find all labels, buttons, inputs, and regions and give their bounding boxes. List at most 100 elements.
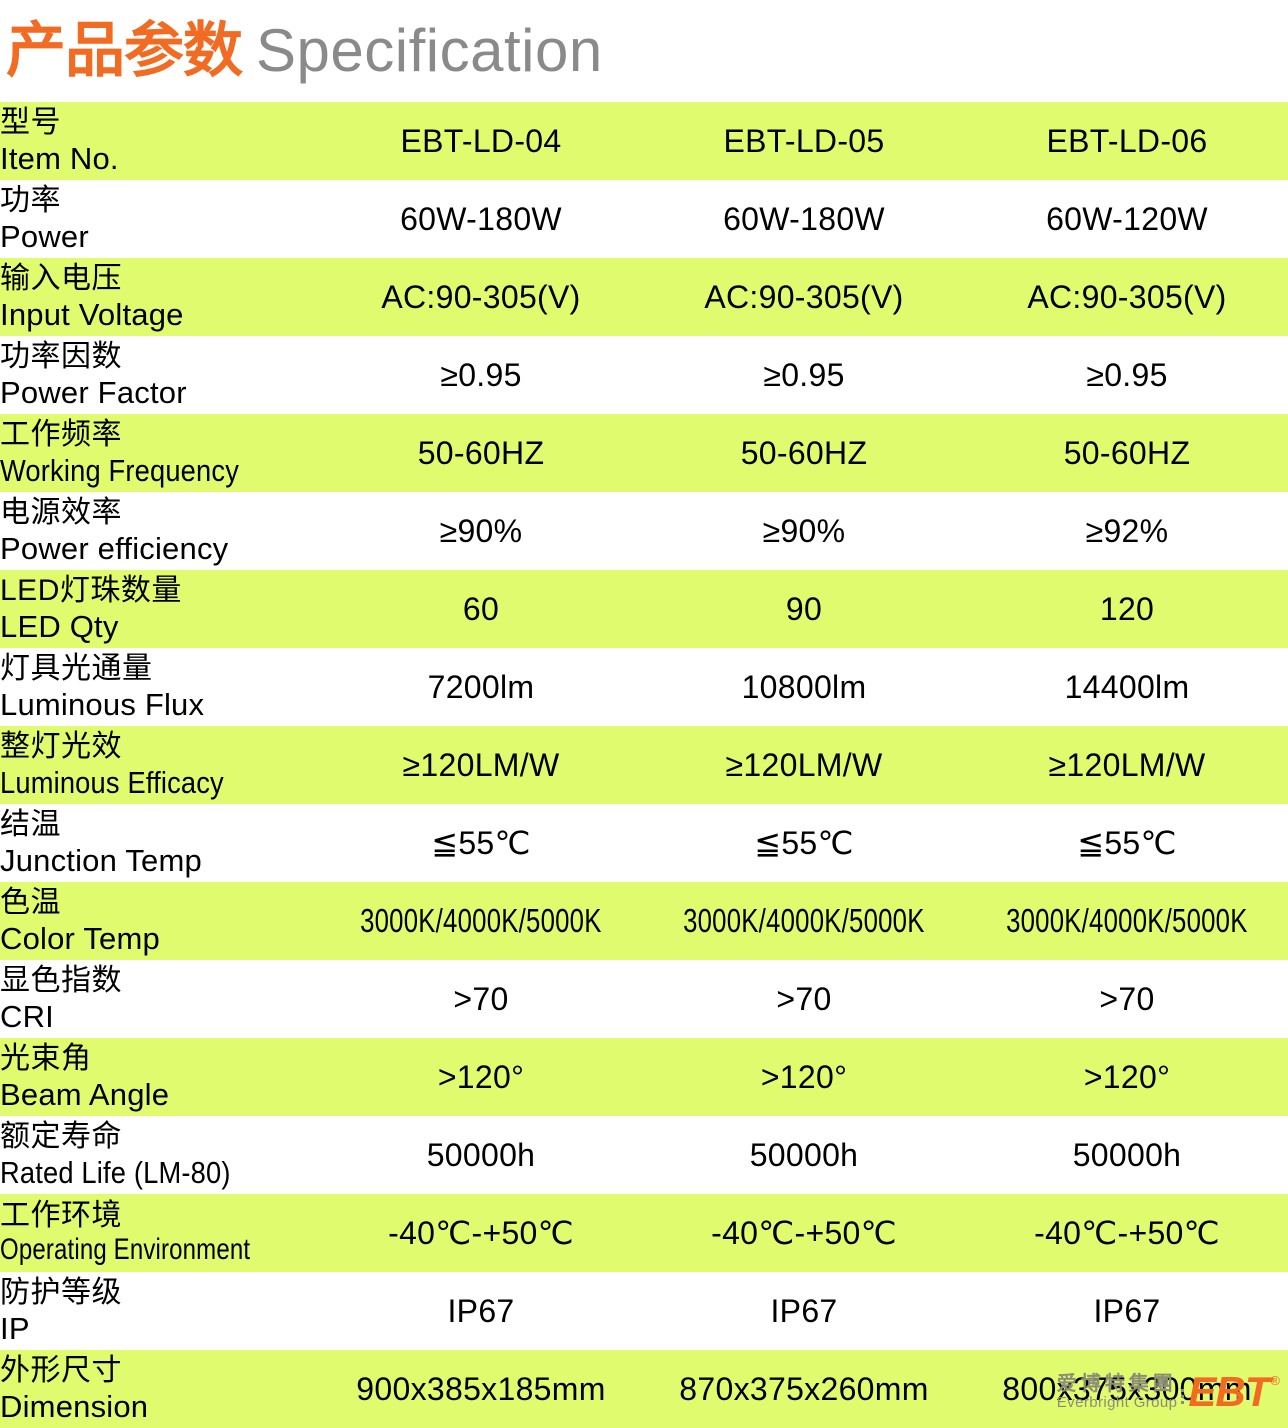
row-value-text: -40℃-+50℃ (711, 1215, 897, 1251)
row-value-text: 14400lm (1064, 668, 1190, 705)
row-label-cell: 整灯光效 Luminous Efficacy (0, 726, 320, 804)
row-value-text: ≦55℃ (754, 825, 854, 861)
row-value-text: >70 (1099, 980, 1155, 1017)
row-value-text: 50000h (1072, 1136, 1182, 1173)
row-value-text: 870x375x260mm (679, 1370, 929, 1407)
table-row: 电源效率 Power efficiency ≥90% ≥90% ≥92% (0, 492, 1288, 570)
row-value-text: ≥120LM/W (1048, 746, 1206, 783)
row-label-chinese: 型号 (0, 106, 61, 140)
row-label-cell: 光束角 Beam Angle (0, 1038, 320, 1116)
row-value-cell: IP67 (966, 1272, 1288, 1350)
row-value-cell: AC:90-305(V) (966, 258, 1288, 336)
row-value-text: ≥90% (762, 512, 846, 549)
table-row: 整灯光效 Luminous Efficacy ≥120LM/W ≥120LM/W ≥12… (0, 726, 1288, 804)
row-label-english: Luminous Flux (0, 686, 205, 722)
row-label-english: LED Qty (0, 608, 119, 644)
row-value-text: 60W-120W (1046, 200, 1208, 237)
table-row: 型号 Item No. EBT-LD-04 EBT-LD-05 EBT-LD-06 (0, 102, 1288, 180)
row-value-cell: 60W-180W (320, 180, 642, 258)
row-value-cell: ≥90% (642, 492, 966, 570)
row-value-cell: >70 (642, 960, 966, 1038)
row-label-cell: 工作环境 Operating Environment (0, 1194, 320, 1272)
row-label-chinese: 结温 (0, 808, 61, 842)
row-value-cell: IP67 (320, 1272, 642, 1350)
row-value-cell: ≦55℃ (642, 804, 966, 882)
row-value-text: IP67 (770, 1292, 838, 1329)
page-header: 产品参数 Specification (0, 0, 1288, 102)
row-value-cell: >70 (966, 960, 1288, 1038)
row-value-text: ≥0.95 (763, 356, 845, 393)
row-value-cell: 60W-180W (642, 180, 966, 258)
table-row: 显色指数 CRI >70 >70 >70 (0, 960, 1288, 1038)
row-value-text: ≥120LM/W (725, 746, 883, 783)
row-label-chinese: 显色指数 (0, 964, 122, 998)
row-value-cell: 120 (966, 570, 1288, 648)
row-label-chinese: 功率因数 (0, 340, 122, 374)
row-value-cell: ≦55℃ (966, 804, 1288, 882)
row-label-english: Dimension (0, 1388, 149, 1424)
row-value-text: 50-60HZ (1063, 434, 1191, 471)
row-value-cell: 90 (642, 570, 966, 648)
table-row: 额定寿命 Rated Life (LM-80) 50000h 50000h 50000h (0, 1116, 1288, 1194)
row-value-text: 10800lm (741, 668, 867, 705)
row-value-text: 3000K/4000K/5000K (683, 902, 925, 939)
row-value-text: -40℃-+50℃ (388, 1215, 574, 1251)
row-value-cell: >120° (642, 1038, 966, 1116)
row-label-english: Working Frequency (0, 452, 240, 488)
row-value-text: 50-60HZ (417, 434, 545, 471)
row-label-cell: LED灯珠数量 LED Qty (0, 570, 320, 648)
row-label-chinese: 输入电压 (0, 262, 122, 296)
row-value-cell: >120° (966, 1038, 1288, 1116)
row-value-text: ≥120LM/W (402, 746, 560, 783)
row-value-text: AC:90-305(V) (704, 278, 904, 315)
row-value-text: -40℃-+50℃ (1034, 1215, 1220, 1251)
table-row: 光束角 Beam Angle >120° >120° >120° (0, 1038, 1288, 1116)
row-label-cell: 功率因数 Power Factor (0, 336, 320, 414)
page-title-chinese: 产品参数 (6, 17, 243, 84)
row-label-chinese: LED灯珠数量 (0, 574, 182, 608)
row-value-cell: -40℃-+50℃ (642, 1194, 966, 1272)
row-value-cell: 7200lm (320, 648, 642, 726)
row-label-cell: 结温 Junction Temp (0, 804, 320, 882)
row-value-cell: EBT-LD-04 (320, 102, 642, 180)
row-value-cell: ≥0.95 (966, 336, 1288, 414)
row-label-cell: 功率 Power (0, 180, 320, 258)
row-label-chinese: 色温 (0, 886, 61, 920)
row-label-cell: 输入电压 Input Voltage (0, 258, 320, 336)
table-row: 功率 Power 60W-180W 60W-180W 60W-120W (0, 180, 1288, 258)
row-label-english: Junction Temp (0, 842, 202, 878)
row-value-cell: 870x375x260mm (642, 1350, 966, 1428)
row-label-english: CRI (0, 998, 54, 1034)
row-value-text: >120° (760, 1058, 848, 1095)
row-value-cell: -40℃-+50℃ (320, 1194, 642, 1272)
row-value-cell: AC:90-305(V) (320, 258, 642, 336)
page-title-english: Specification (256, 17, 603, 84)
row-value-text: ≦55℃ (431, 825, 531, 861)
row-value-text: >120° (1083, 1058, 1171, 1095)
row-label-english: Rated Life (LM-80) (0, 1154, 231, 1190)
row-value-cell: ≥90% (320, 492, 642, 570)
row-label-chinese: 外形尺寸 (0, 1354, 122, 1388)
row-value-cell: ≥120LM/W (642, 726, 966, 804)
row-value-text: AC:90-305(V) (1027, 278, 1227, 315)
row-value-text: EBT-LD-05 (723, 122, 885, 159)
row-label-chinese: 工作频率 (0, 418, 122, 452)
row-label-chinese: 整灯光效 (0, 730, 122, 764)
row-value-text: 50-60HZ (740, 434, 868, 471)
row-value-cell: ≥120LM/W (966, 726, 1288, 804)
row-value-cell: 50-60HZ (642, 414, 966, 492)
row-label-cell: 额定寿命 Rated Life (LM-80) (0, 1116, 320, 1194)
row-label-english: Input Voltage (0, 296, 184, 332)
row-value-text: 90 (785, 590, 823, 627)
row-label-cell: 防护等级 IP (0, 1272, 320, 1350)
row-value-text: ≥90% (439, 512, 523, 549)
row-value-cell: AC:90-305(V) (642, 258, 966, 336)
row-value-cell: 10800lm (642, 648, 966, 726)
row-label-cell: 型号 Item No. (0, 102, 320, 180)
row-label-english: Item No. (0, 140, 119, 176)
row-value-text: 50000h (749, 1136, 859, 1173)
row-value-cell: 3000K/4000K/5000K (642, 882, 966, 960)
table-row: 外形尺寸 Dimension 900x385x185mm 870x375x260mm 8… (0, 1350, 1288, 1428)
row-value-text: ≦55℃ (1077, 825, 1177, 861)
row-value-text: 60 (462, 590, 500, 627)
